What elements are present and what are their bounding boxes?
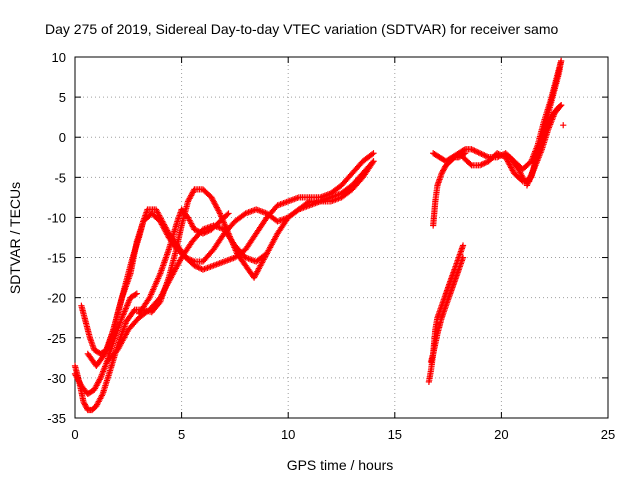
data-layer xyxy=(71,57,567,414)
data-point xyxy=(370,150,377,157)
y-tick-label: -10 xyxy=(47,210,66,225)
data-point xyxy=(225,210,232,217)
series-arc-b xyxy=(71,290,140,398)
data-point xyxy=(459,254,467,261)
x-tick-label: 25 xyxy=(601,427,615,442)
data-point xyxy=(370,158,377,165)
x-tick-label: 15 xyxy=(388,427,402,442)
series-arc-e xyxy=(103,158,377,365)
series-arc-a xyxy=(71,186,270,414)
x-tick-label: 10 xyxy=(281,427,295,442)
data-point xyxy=(557,102,565,109)
y-tick-label: -25 xyxy=(47,331,66,346)
data-point xyxy=(133,290,140,297)
y-tick-label: -15 xyxy=(47,251,66,266)
y-axis-label: SDTVAR / TECUs xyxy=(7,182,23,294)
y-tick-label: 0 xyxy=(59,130,66,145)
data-point xyxy=(560,122,567,129)
x-axis-label: GPS time / hours xyxy=(287,457,394,473)
y-tick-label: -20 xyxy=(47,291,66,306)
chart-title: Day 275 of 2019, Sidereal Day-to-day VTE… xyxy=(45,21,558,37)
series-arc-i xyxy=(430,150,469,229)
x-tick-label: 5 xyxy=(178,427,185,442)
y-tick-label: -5 xyxy=(54,170,66,185)
y-tick-label: 5 xyxy=(59,90,66,105)
y-tick-label: -35 xyxy=(47,411,66,426)
data-point xyxy=(556,103,564,110)
plot-frame xyxy=(74,56,609,419)
data-point xyxy=(459,242,467,249)
series-arc-m xyxy=(523,57,565,189)
tick-layer: 0 5 10 15 20 25 -35 -30 -25 -20 -15 -10 -5 0 5 10 xyxy=(47,50,615,442)
grid-layer xyxy=(75,57,608,418)
x-tick-label: 20 xyxy=(494,427,508,442)
y-tick-label: 10 xyxy=(52,50,66,65)
x-tick-label: 0 xyxy=(71,427,78,442)
data-point xyxy=(557,57,565,65)
series-arc-h xyxy=(425,254,467,385)
series-outlier xyxy=(560,122,567,129)
series-arc-f xyxy=(135,206,232,317)
y-tick-label: -30 xyxy=(47,371,66,386)
